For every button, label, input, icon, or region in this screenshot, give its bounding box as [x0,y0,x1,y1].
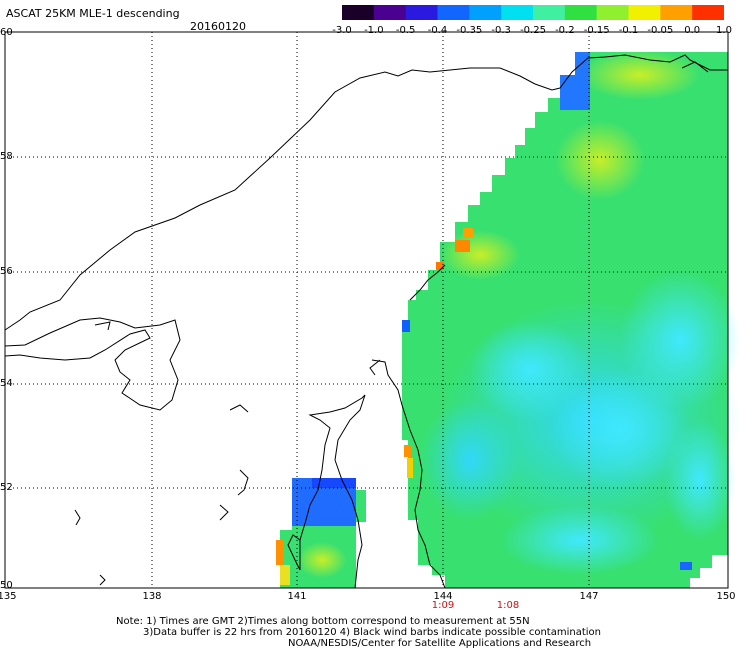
product-title: ASCAT 25KM MLE-1 descending [6,7,180,20]
map-frame [4,31,729,589]
data-swath-sakhalin [276,478,366,588]
colorbar-label: -1.0 [364,25,384,36]
colorbar [342,5,724,20]
lat-label-56: 56 [0,266,13,277]
colorbar-label: -0.05 [647,25,674,36]
colorbar-label: -0.25 [520,25,546,36]
lat-label-58: 58 [0,151,13,162]
colorbar-label: -0.1 [618,25,639,36]
lon-label-150: 150 [716,591,736,602]
colorbar-swatch [692,5,724,20]
colorbar-swatch [660,5,693,20]
lon-label-138: 138 [142,591,162,602]
lat-label-54: 54 [0,378,13,389]
colorbar-label: 0.0 [684,25,701,36]
colorbar-swatch [596,5,629,20]
colorbar-swatch [501,5,534,20]
colorbar-swatch [469,5,502,20]
colorbar-swatch [533,5,566,20]
lon-label-141: 141 [287,591,307,602]
graticule [5,32,728,588]
colorbar-label: -0.35 [456,25,483,36]
note-line-1: Note: 1) Times are GMT 2)Times along bot… [116,616,530,627]
colorbar-swatch [437,5,470,20]
coastline [4,54,728,589]
colorbar-label: -0.3 [491,25,511,36]
lat-label-50: 50 [0,580,13,591]
colorbar-label: 1.0 [716,25,732,36]
lon-label-135: 135 [0,591,17,602]
colorbar-label: -0.4 [427,25,448,36]
colorbar-label: -0.2 [555,25,575,36]
lat-label-60: 60 [0,27,13,38]
time-label-2: 1:08 [496,600,520,611]
lon-label-147: 147 [579,591,599,602]
product-date: 20160120 [190,20,246,33]
colorbar-swatch [405,5,438,20]
colorbar-swatch [628,5,661,20]
note-line-2: 3)Data buffer is 22 hrs from 20160120 4)… [143,627,601,638]
time-label-1: 1:09 [431,600,455,611]
colorbar-label: -3.0 [332,25,352,36]
lat-label-52: 52 [0,482,13,493]
colorbar-swatch [342,5,375,20]
colorbar-swatch [373,5,407,20]
note-line-3: NOAA/NESDIS/Center for Satellite Applica… [288,638,592,649]
data-swath-east [402,50,740,588]
colorbar-label: -0.15 [583,25,610,36]
colorbar-label: -0.5 [395,25,416,36]
lon-label-144: 144 [433,591,453,602]
colorbar-swatch [564,5,598,20]
